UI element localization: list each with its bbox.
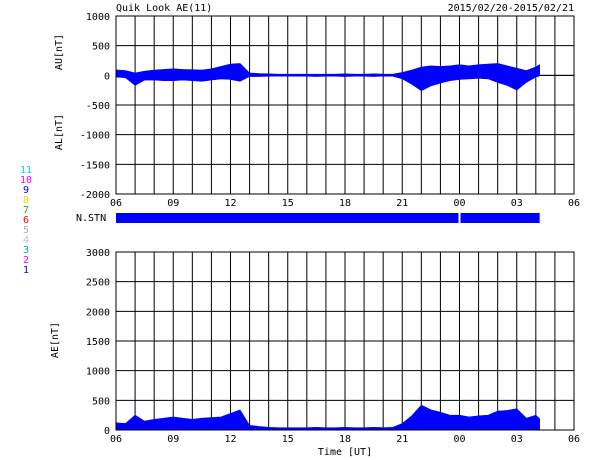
x-tick-label: 06 xyxy=(568,434,580,445)
station-legend-item: 2 xyxy=(23,255,29,266)
au-al-x-ticks: 06 09 12 15 18 21 00 03 06 xyxy=(110,198,580,209)
x-tick-label: 03 xyxy=(511,434,523,445)
x-tick-label: 00 xyxy=(453,434,465,445)
y-tick-label: 2500 xyxy=(86,278,110,289)
nstn-segment xyxy=(460,213,540,223)
x-tick-label: 09 xyxy=(167,434,179,445)
station-legend-item: 8 xyxy=(23,195,29,206)
nstn-bar xyxy=(116,213,540,223)
ae-y-ticks: 3000 2500 2000 1500 1000 500 0 xyxy=(86,248,110,437)
station-legend-item: 5 xyxy=(23,225,29,236)
x-tick-label: 21 xyxy=(396,198,408,209)
x-tick-label: 06 xyxy=(110,434,122,445)
station-legend-item: 3 xyxy=(23,245,29,256)
date-range: 2015/02/20-2015/02/21 xyxy=(448,3,574,14)
y-tick-label: 0 xyxy=(104,426,110,437)
y-tick-label: 3000 xyxy=(86,248,110,259)
x-tick-label: 15 xyxy=(282,198,294,209)
x-tick-label: 12 xyxy=(224,434,236,445)
station-legend-item: 11 xyxy=(20,165,32,176)
au-al-panel: 1000 500 0 -500 -1000 -1500 -2000 06 09 12 15 18 21… xyxy=(54,12,580,209)
y-tick-label: 500 xyxy=(92,42,110,53)
station-legend-item: 7 xyxy=(23,205,29,216)
y-tick-label: 1000 xyxy=(86,12,110,23)
x-tick-label: 18 xyxy=(339,434,351,445)
au-area xyxy=(115,63,540,76)
y-tick-label: 1500 xyxy=(86,337,110,348)
y-tick-label: 1000 xyxy=(86,367,110,378)
station-legend-item: 1 xyxy=(23,265,29,276)
x-tick-label: 00 xyxy=(453,198,465,209)
x-tick-label: 21 xyxy=(396,434,408,445)
au-al-y-ticks: 1000 500 0 -500 -1000 -1500 -2000 xyxy=(80,12,110,201)
au-al-grid xyxy=(115,15,575,195)
y-tick-label: -500 xyxy=(86,101,110,112)
chart-title: Quik Look AE(11) xyxy=(116,3,212,14)
al-area xyxy=(115,75,540,92)
ae-area xyxy=(115,404,540,431)
x-tick-label: 06 xyxy=(568,198,580,209)
station-legend-item: 9 xyxy=(23,185,29,196)
y-tick-label: -1000 xyxy=(80,131,110,142)
station-legend-item: 10 xyxy=(20,175,32,186)
ae-axis-label: AE[nT] xyxy=(50,322,61,358)
x-tick-label: 15 xyxy=(282,434,294,445)
x-axis-label: Time [UT] xyxy=(318,447,372,458)
ae-frame xyxy=(115,251,575,431)
au-al-data xyxy=(115,63,574,92)
y-tick-label: 0 xyxy=(104,71,110,82)
au-al-frame xyxy=(115,15,575,195)
station-legend-item: 6 xyxy=(23,215,29,226)
x-tick-label: 09 xyxy=(167,198,179,209)
station-legend-item: 4 xyxy=(23,235,29,246)
nstn-label: N.STN xyxy=(76,213,106,224)
al-axis-label: AL[nT] xyxy=(54,114,65,150)
y-tick-label: -1500 xyxy=(80,160,110,171)
y-tick-label: 500 xyxy=(92,396,110,407)
ae-x-ticks: 06 09 12 15 18 21 00 03 06 xyxy=(110,434,580,445)
x-tick-label: 06 xyxy=(110,198,122,209)
au-axis-label: AU[nT] xyxy=(54,34,65,70)
nstn-segment xyxy=(116,213,459,223)
x-tick-label: 03 xyxy=(511,198,523,209)
y-tick-label: 2000 xyxy=(86,307,110,318)
y-tick-label: -2000 xyxy=(80,190,110,201)
x-tick-label: 12 xyxy=(224,198,236,209)
x-tick-label: 18 xyxy=(339,198,351,209)
ae-grid xyxy=(115,251,575,431)
ae-data xyxy=(115,404,540,431)
